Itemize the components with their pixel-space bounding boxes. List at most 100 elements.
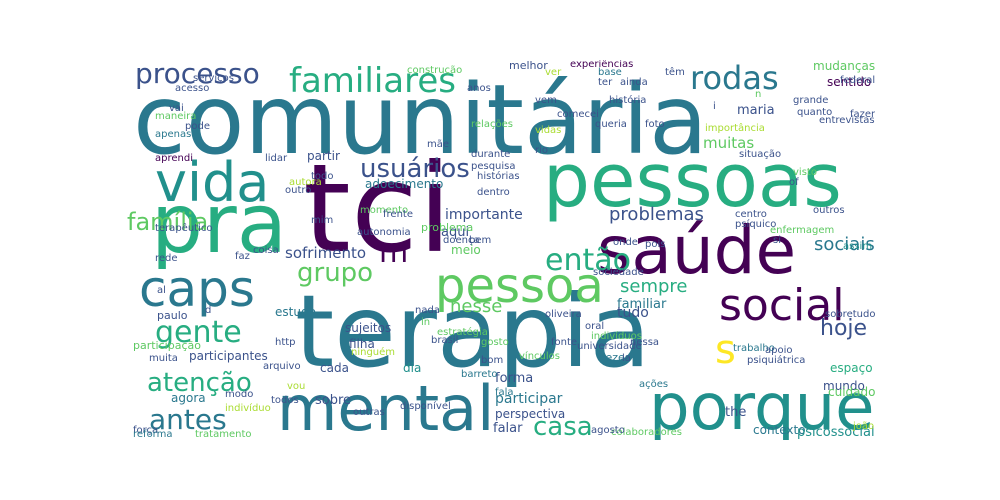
word: rio [535, 145, 549, 156]
word: dentro [477, 187, 510, 198]
word: entrevistas [819, 115, 875, 126]
word: hoje [820, 316, 868, 341]
word: meio [451, 243, 481, 257]
word: n [755, 89, 762, 100]
word: acesso [175, 83, 210, 94]
word: universidade [577, 341, 642, 352]
word: oliveira [545, 309, 582, 320]
word: comecei [557, 109, 599, 120]
word: pessoa [435, 258, 604, 314]
word: histórias [477, 171, 520, 182]
word: caps [139, 260, 255, 318]
word: oral [585, 321, 605, 332]
word: arquivo [263, 361, 301, 372]
word: situação [739, 149, 782, 160]
word: mim [311, 215, 334, 226]
word-cloud: comunitária tci terapia pessoas saúde pr… [125, 60, 875, 440]
word: outros [813, 205, 845, 216]
word: todos [271, 395, 299, 406]
word: sobretudo [825, 309, 875, 320]
word: ter [598, 77, 613, 88]
word: trabalho [733, 343, 775, 354]
word: nesse [450, 296, 503, 317]
word: estudo [275, 305, 316, 319]
word: momento [360, 205, 409, 216]
word: fala [495, 387, 514, 398]
word: sociais [814, 234, 875, 255]
word: força [133, 425, 159, 436]
word: vem [535, 95, 557, 106]
word: outras [353, 407, 385, 418]
word: ainda [620, 77, 648, 88]
word: foto [645, 119, 665, 130]
word: onde [613, 237, 638, 248]
word: mudanças [813, 60, 875, 73]
word: base [598, 67, 622, 78]
word: ver [545, 67, 562, 78]
word: centro [735, 209, 767, 220]
word: la [622, 353, 631, 364]
word: mundo [823, 379, 865, 393]
word: enfermagem [770, 225, 835, 236]
word: cada [320, 361, 349, 375]
word: the [725, 405, 747, 420]
word: vai [169, 103, 184, 114]
word: sujeitos [345, 321, 392, 335]
word: quanto [797, 107, 833, 118]
word: pessoas [543, 138, 842, 224]
word: i [713, 101, 716, 112]
word: frente [383, 209, 413, 220]
word: psíquico [735, 219, 777, 230]
word: federal [840, 75, 875, 86]
word: tratamento [195, 429, 252, 440]
word: al [157, 285, 166, 296]
word: gosto [481, 337, 509, 348]
word: aprendi [155, 153, 193, 164]
word: bom [481, 355, 504, 366]
word: cuidado [828, 385, 875, 399]
word: mental [277, 372, 495, 440]
word: indivíduo [225, 403, 271, 414]
word: fazer [850, 109, 875, 120]
word: social [719, 280, 845, 331]
word: visto [793, 167, 817, 178]
word: processo [135, 60, 260, 90]
word: grande [793, 95, 829, 106]
word: experiências [570, 60, 634, 70]
word: importante [445, 207, 523, 223]
word: sobre [315, 393, 352, 408]
word: queria [595, 119, 627, 130]
word: bem [469, 235, 492, 246]
word: tudo [617, 305, 649, 321]
word: indivíduos [591, 331, 642, 342]
word: sempre [620, 276, 688, 297]
word: paulo [157, 309, 188, 322]
word: doença [443, 235, 480, 246]
word: maria [737, 103, 775, 118]
word: http [275, 337, 296, 348]
word: coisa [253, 245, 279, 256]
word: atenção [147, 368, 252, 398]
word: terapia [295, 273, 651, 390]
word: forma [495, 371, 534, 386]
word: grupo [297, 258, 374, 288]
word: d [205, 305, 212, 316]
word: ninguém [351, 347, 396, 358]
word: disponível [400, 401, 451, 412]
word: durante [471, 149, 511, 160]
word: comunitária [133, 64, 708, 176]
word: sofrimento [285, 244, 367, 262]
word: psiquiátrica [747, 355, 806, 366]
word: rodas [690, 60, 779, 97]
word: antes [149, 403, 227, 436]
word: sociedade [593, 267, 644, 278]
word: si [773, 235, 781, 246]
word: vida [155, 151, 270, 214]
word: história [609, 95, 647, 106]
word: dia [403, 361, 422, 375]
word: agosto [591, 425, 625, 436]
word: mãe [427, 139, 450, 150]
word: assim [843, 241, 873, 252]
word: todo [311, 171, 334, 182]
word: relações [471, 119, 513, 130]
